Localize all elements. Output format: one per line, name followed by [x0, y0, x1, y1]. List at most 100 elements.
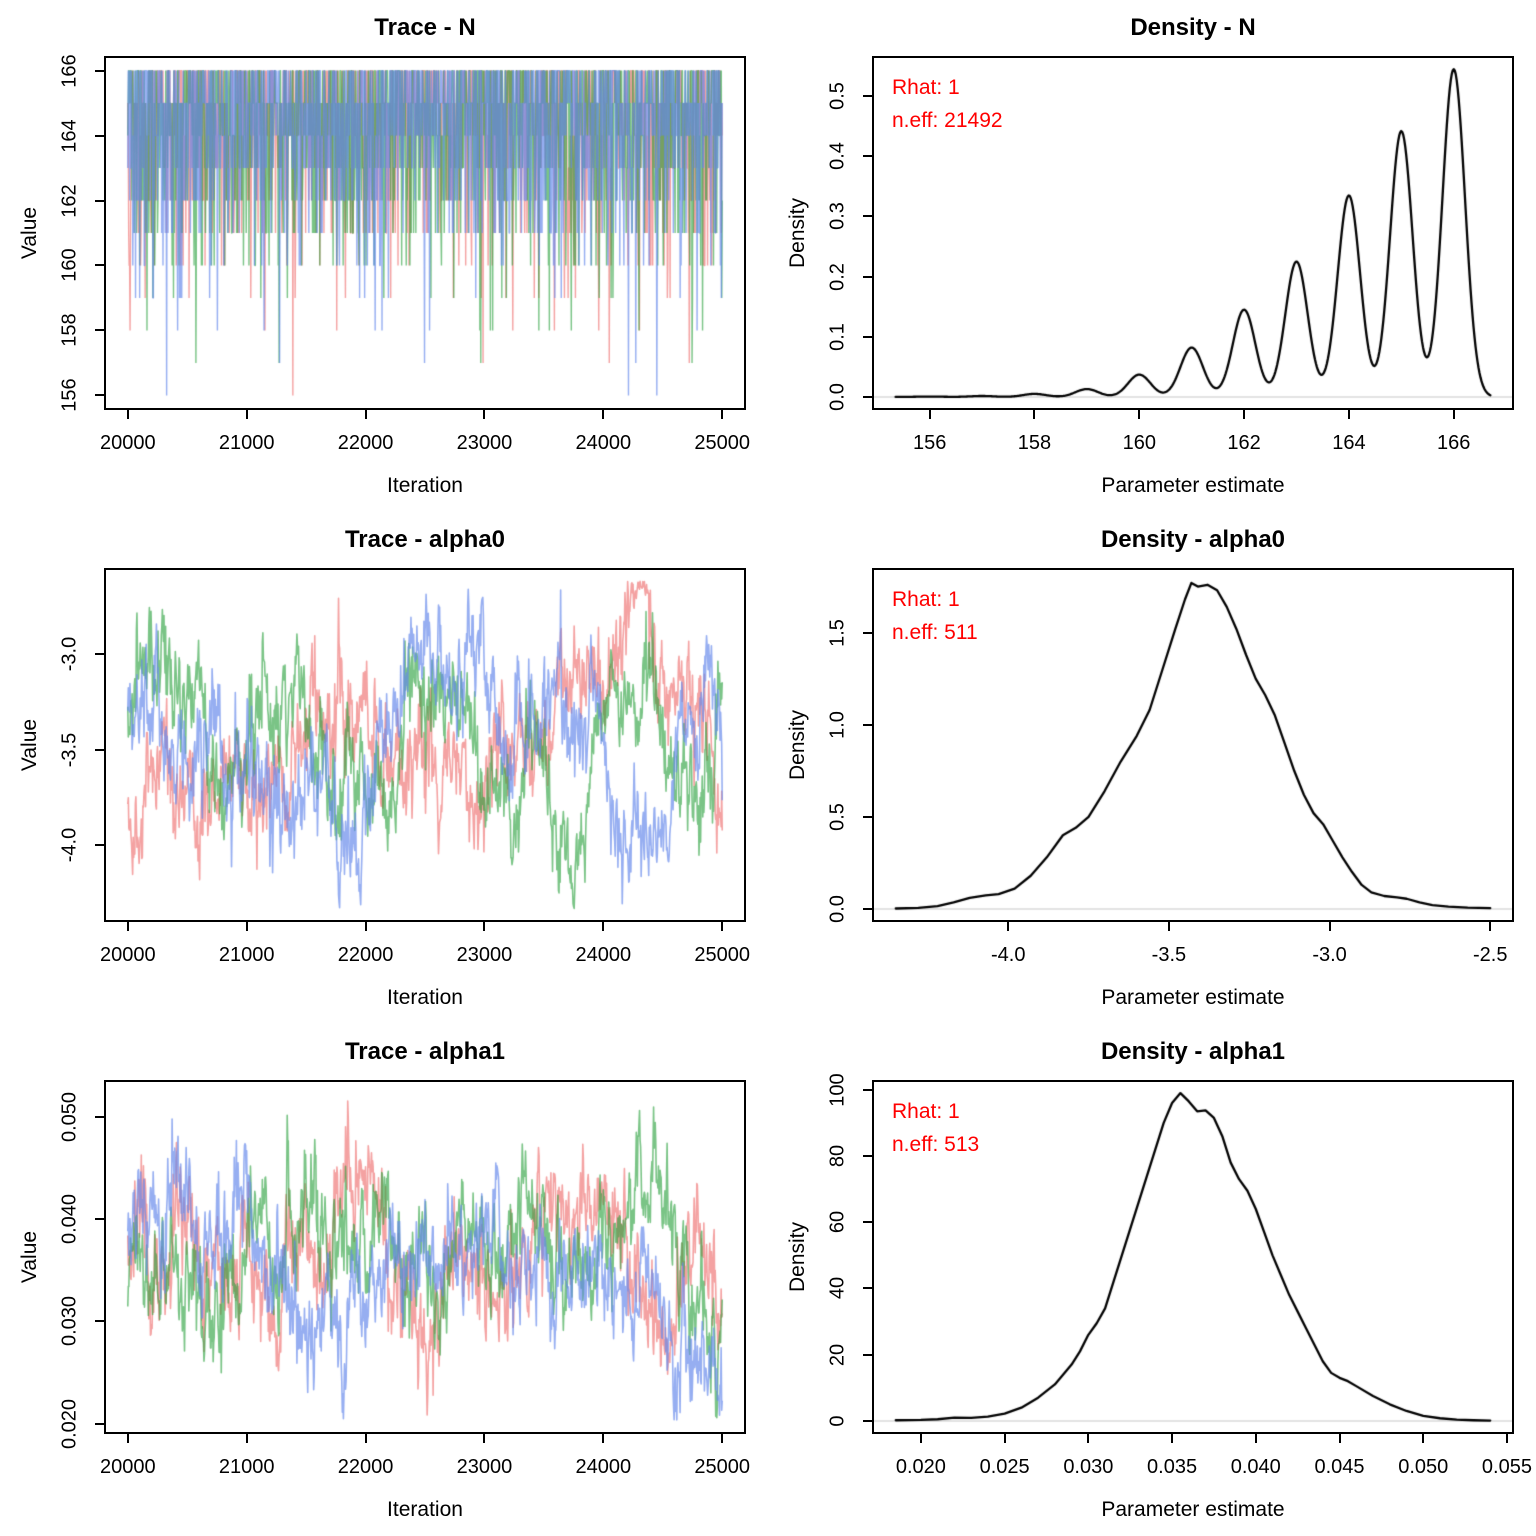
x-tick-label: 0.035	[1147, 1456, 1198, 1478]
x-tick-label: 162	[1227, 432, 1261, 454]
plot-area	[104, 568, 746, 922]
x-tick-label: 25000	[694, 944, 751, 966]
x-axis-tick	[483, 410, 486, 419]
y-axis-tick	[863, 631, 872, 634]
y-tick-label: 0.030	[58, 1296, 81, 1347]
y-tick-label: 80	[826, 1144, 849, 1168]
y-axis-tick	[863, 1155, 872, 1158]
panel-trace-alpha1: Trace - alpha1 Value Iteration 20000 2100…	[0, 1024, 768, 1536]
plot-area	[104, 1080, 746, 1434]
y-axis-title: Value	[18, 1230, 41, 1284]
y-tick-label: 166	[58, 53, 81, 88]
y-axis-tick	[863, 95, 872, 98]
x-tick-label: 23000	[456, 1456, 513, 1478]
x-tick-label: 20000	[99, 944, 156, 966]
x-axis-tick	[1243, 410, 1246, 419]
y-axis-tick	[863, 723, 872, 726]
convergence-annotation: Rhat: 1 n.eff: 21492	[892, 72, 1003, 137]
y-tick-label: 1.0	[826, 710, 849, 739]
y-axis-tick	[863, 1287, 872, 1290]
y-tick-label: 0	[826, 1415, 849, 1427]
panel-trace-alpha0: Trace - alpha0 Value Iteration 20000 2100…	[0, 512, 768, 1024]
x-tick-label: 20000	[99, 432, 156, 454]
x-axis-tick	[245, 922, 248, 931]
x-axis-tick	[483, 1434, 486, 1443]
y-axis-tick	[95, 69, 104, 72]
y-axis-title: Value	[18, 718, 41, 772]
panel-density-n: Density - N Density Rhat: 1 n.eff: 21492…	[768, 0, 1536, 512]
x-tick-label: 24000	[575, 1456, 632, 1478]
x-axis-tick	[928, 410, 931, 419]
y-tick-label: 0.3	[826, 202, 849, 231]
x-axis-tick	[1347, 410, 1350, 419]
y-axis-tick	[863, 275, 872, 278]
x-axis-tick	[602, 922, 605, 931]
x-tick-label: 22000	[337, 944, 394, 966]
x-axis-tick	[1452, 410, 1455, 419]
y-tick-label: 0.4	[826, 142, 849, 171]
y-tick-label: 160	[58, 248, 81, 283]
x-axis-tick	[602, 1434, 605, 1443]
x-tick-label: 24000	[575, 944, 632, 966]
x-axis-tick	[1033, 410, 1036, 419]
trace-plot-canvas-n	[106, 58, 744, 408]
y-axis-tick	[95, 653, 104, 656]
neff-label: n.eff: 513	[892, 1132, 980, 1156]
x-axis-tick	[364, 922, 367, 931]
plot-area	[104, 56, 746, 410]
x-tick-label: 22000	[337, 1456, 394, 1478]
y-axis-tick	[863, 1221, 872, 1224]
y-tick-label: -3.0	[58, 636, 81, 672]
density-plot-canvas-alpha1	[874, 1082, 1512, 1432]
x-axis-tick	[1338, 1434, 1341, 1443]
neff-label: n.eff: 511	[892, 620, 978, 644]
chart-title: Density - alpha0	[1100, 526, 1286, 553]
x-tick-label: 0.030	[1063, 1456, 1114, 1478]
x-tick-label: 23000	[456, 944, 513, 966]
x-axis-tick	[126, 1434, 129, 1443]
y-tick-label: 0.040	[58, 1194, 81, 1245]
x-axis-tick	[1171, 1434, 1174, 1443]
y-tick-label: 156	[58, 378, 81, 413]
y-axis-tick	[863, 335, 872, 338]
x-tick-label: 0.055	[1481, 1456, 1532, 1478]
convergence-annotation: Rhat: 1 n.eff: 513	[892, 1096, 979, 1161]
x-axis-tick	[721, 410, 724, 419]
y-tick-label: 1.5	[826, 618, 849, 647]
y-axis-tick	[95, 1320, 104, 1323]
convergence-annotation: Rhat: 1 n.eff: 511	[892, 584, 978, 649]
chart-title: Density - alpha1	[1100, 1038, 1286, 1065]
x-axis-tick	[126, 922, 129, 931]
x-axis-tick	[1489, 922, 1492, 931]
x-axis-tick	[1328, 922, 1331, 931]
y-axis-tick	[95, 1218, 104, 1221]
y-tick-label: -3.5	[58, 732, 81, 768]
x-axis-tick	[1087, 1434, 1090, 1443]
x-tick-label: 0.025	[979, 1456, 1030, 1478]
rhat-label: Rhat: 1	[892, 588, 960, 611]
x-axis-title: Parameter estimate	[1101, 474, 1285, 497]
y-tick-label: 0.5	[826, 82, 849, 111]
x-tick-label: 25000	[694, 432, 751, 454]
y-axis-tick	[863, 815, 872, 818]
y-axis-tick	[863, 155, 872, 158]
x-axis-tick	[245, 410, 248, 419]
y-axis-tick	[863, 907, 872, 910]
x-axis-title: Iteration	[387, 986, 463, 1009]
x-axis-title: Parameter estimate	[1101, 986, 1285, 1009]
y-tick-label: 20	[826, 1343, 849, 1366]
y-tick-label: 0.050	[58, 1091, 81, 1142]
plot-area	[872, 56, 1514, 410]
x-axis-tick	[126, 410, 129, 419]
x-axis-tick	[364, 1434, 367, 1443]
x-tick-label: 23000	[456, 432, 513, 454]
y-axis-tick	[95, 1115, 104, 1118]
panel-trace-n: Trace - N Value Iteration 20000 21000 2200…	[0, 0, 768, 512]
y-axis-tick	[863, 1353, 872, 1356]
x-tick-label: -2.5	[1472, 944, 1508, 966]
y-axis-tick	[863, 395, 872, 398]
y-tick-label: 162	[58, 183, 81, 218]
x-tick-label: 0.020	[895, 1456, 946, 1478]
y-tick-label: 0.0	[826, 894, 849, 923]
